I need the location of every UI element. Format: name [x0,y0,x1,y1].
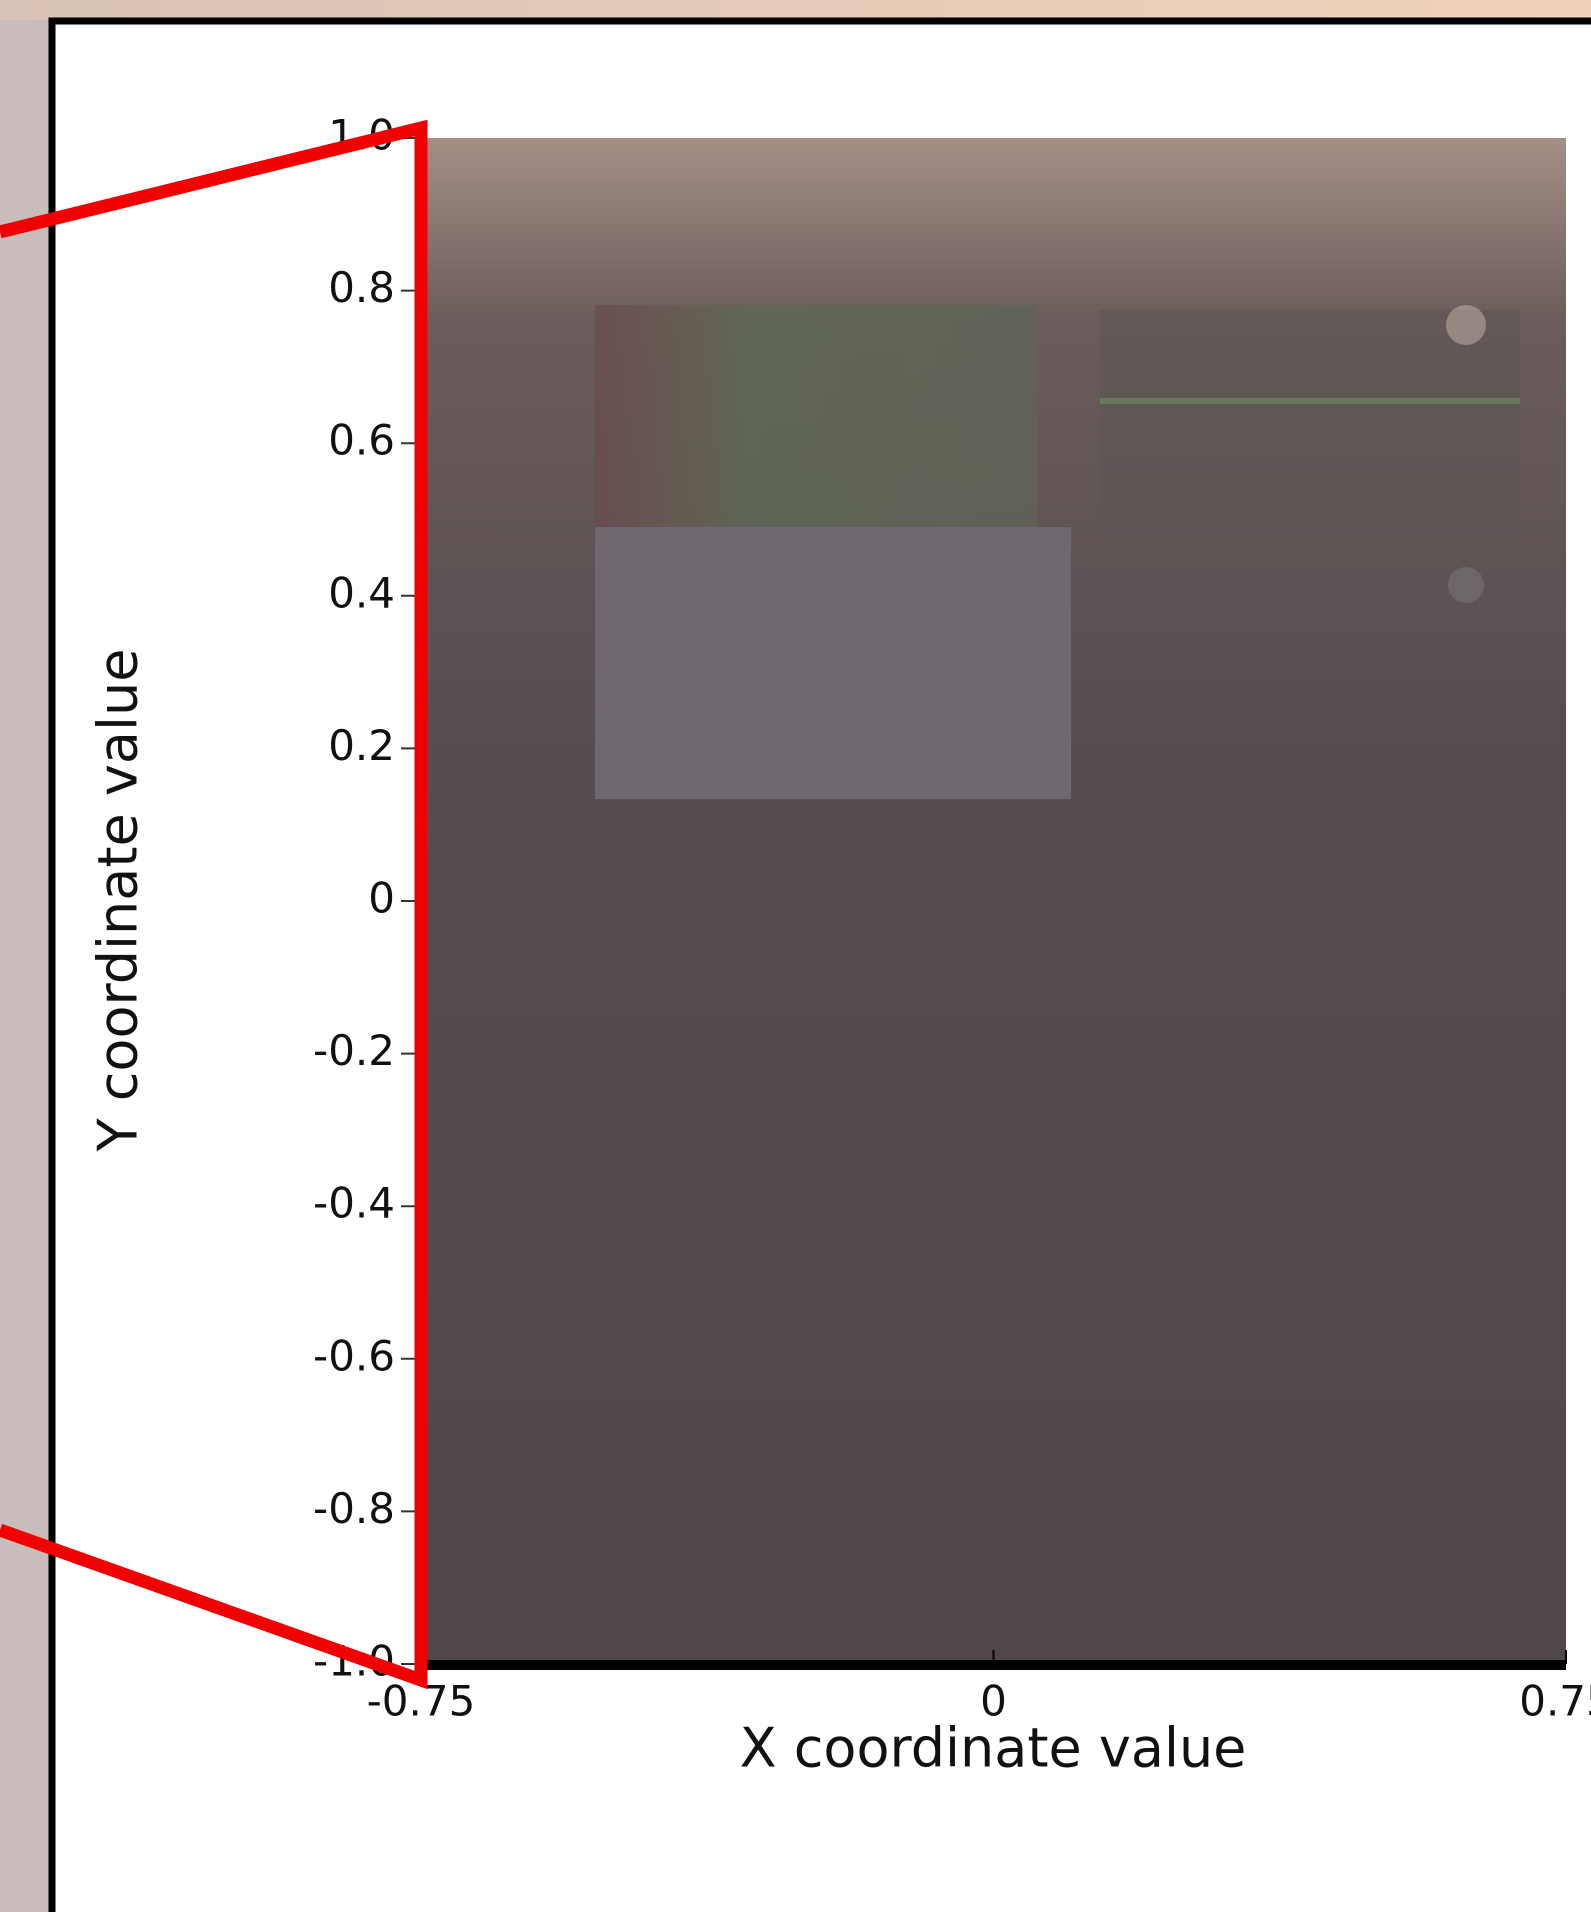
y-tick-label: -0.4 [313,1179,395,1228]
image-patch [1446,305,1486,345]
image-patch [595,305,1037,527]
y-tick-label: 0 [368,874,395,923]
x-tick-label: 0.75 [1519,1677,1591,1726]
y-tick-label: -0.2 [313,1026,395,1075]
y-tick-label: -0.8 [313,1484,395,1533]
y-tick-label: 0.2 [328,721,395,770]
y-tick-label: 0.4 [328,568,395,617]
y-tick-label: 0.8 [328,263,395,312]
image-patch [1100,310,1520,540]
x-axis-label: X coordinate value [740,1717,1247,1780]
image-plot [421,138,1566,1664]
y-tick-label: -0.6 [313,1331,395,1380]
top-strip [0,0,1591,20]
y-axis-label: Y coordinate value [87,649,150,1153]
y-tick-label: 0.6 [328,416,395,465]
x-axis-bar [421,1660,1566,1670]
image-patch [595,527,1071,799]
x-tick-label: 0 [980,1677,1007,1726]
callout [0,119,428,1690]
image-patch [1100,398,1520,404]
image-patch [1448,567,1484,603]
